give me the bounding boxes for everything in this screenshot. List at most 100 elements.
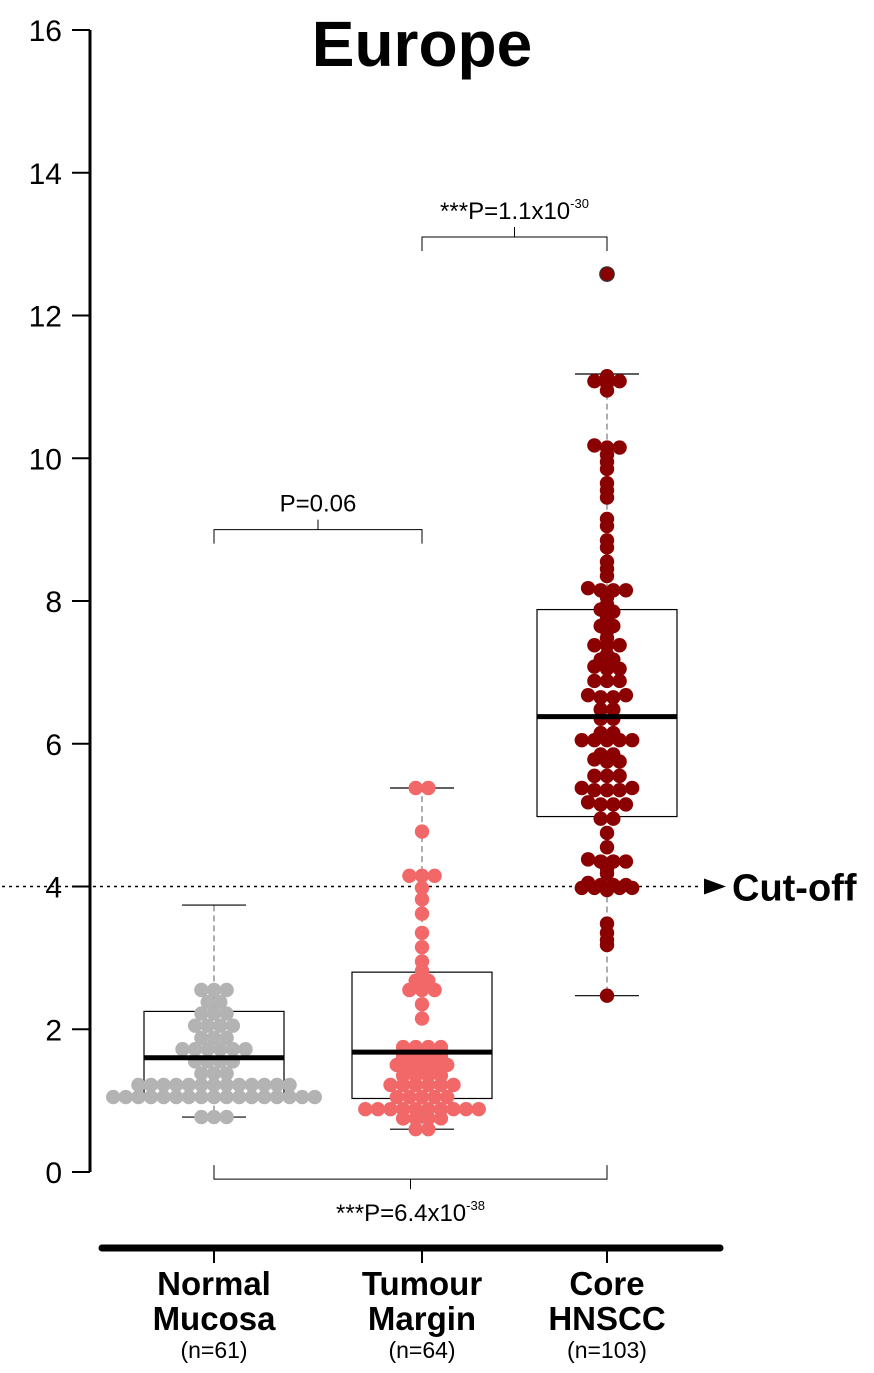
data-point	[618, 797, 634, 812]
data-point	[200, 994, 215, 1010]
data-points	[106, 266, 677, 1137]
data-point	[593, 702, 608, 717]
data-point	[599, 768, 615, 784]
data-point	[414, 824, 430, 839]
data-point	[606, 702, 621, 717]
data-point	[427, 868, 442, 883]
data-point	[593, 583, 608, 598]
data-point	[606, 583, 621, 598]
data-point	[414, 892, 430, 907]
data-point	[599, 476, 615, 491]
data-point	[471, 1101, 486, 1117]
data-point	[408, 1101, 423, 1117]
significance-bracket: ***P=6.4x10-38	[213, 1165, 608, 1227]
data-point	[194, 982, 209, 998]
data-point	[269, 1077, 285, 1093]
data-point	[118, 1089, 133, 1105]
data-point	[206, 1030, 222, 1046]
data-point	[213, 1042, 228, 1057]
data-point	[269, 1089, 285, 1105]
data-point	[358, 1101, 373, 1117]
data-point	[599, 673, 615, 689]
category-sample-size: (n=61)	[180, 1337, 247, 1363]
bracket-line	[213, 529, 423, 544]
p-value-label: P=0.06	[280, 491, 357, 518]
data-point	[106, 1089, 121, 1105]
data-point	[194, 1109, 209, 1125]
significance-bracket: P=0.06	[213, 491, 423, 544]
data-point	[421, 1068, 436, 1083]
bracket-line	[421, 236, 608, 251]
data-point	[618, 583, 634, 598]
data-point	[599, 840, 615, 855]
data-point	[440, 1089, 455, 1105]
data-point	[587, 438, 602, 453]
data-point	[580, 688, 596, 703]
data-point	[187, 1042, 203, 1057]
data-point	[574, 780, 589, 796]
data-point	[408, 1121, 423, 1137]
data-point	[606, 797, 621, 812]
data-point	[131, 1089, 146, 1105]
data-point	[414, 868, 430, 883]
data-point	[213, 1018, 228, 1033]
data-point	[238, 1042, 253, 1057]
data-point	[414, 939, 430, 955]
data-point	[599, 825, 615, 841]
p-value-label: ***P=6.4x10-38	[336, 1198, 485, 1227]
category-label-line2: Mucosa	[153, 1300, 277, 1337]
data-point	[599, 988, 615, 1003]
y-tick-label: 10	[29, 443, 62, 476]
data-point	[612, 673, 627, 689]
data-point	[206, 1006, 222, 1021]
data-point	[599, 266, 615, 282]
p-value-label: ***P=1.1x10-30	[440, 196, 589, 225]
data-point	[402, 1089, 417, 1105]
data-point	[421, 1101, 436, 1117]
data-point	[458, 1101, 474, 1117]
data-point	[427, 1089, 442, 1105]
data-point	[169, 1089, 184, 1105]
data-point	[206, 1089, 222, 1105]
data-point	[587, 768, 602, 784]
data-point	[599, 511, 615, 527]
data-point	[408, 1068, 423, 1083]
data-point	[580, 852, 596, 867]
data-point	[219, 1077, 234, 1093]
data-point	[219, 1006, 234, 1021]
data-point	[612, 638, 627, 653]
data-point	[612, 768, 627, 784]
data-point	[587, 673, 602, 689]
data-point	[194, 1066, 209, 1081]
data-point	[395, 1101, 411, 1117]
data-point	[446, 1101, 461, 1117]
data-point	[156, 1077, 171, 1093]
data-point	[257, 1077, 272, 1093]
data-point	[593, 877, 608, 893]
significance-brackets: P=0.06 ***P=1.1x10-30 ***P=6.4x10-38	[213, 196, 608, 1227]
data-point	[225, 1042, 241, 1057]
data-point	[593, 747, 608, 762]
data-point	[383, 1101, 398, 1117]
data-point	[606, 725, 621, 741]
data-point	[599, 440, 615, 455]
data-point	[200, 1042, 215, 1057]
data-point	[433, 1068, 449, 1083]
category-sample-size: (n=103)	[567, 1337, 647, 1363]
data-point	[587, 782, 602, 798]
p-value-text: ***P=1.1x10	[440, 198, 570, 225]
data-point	[612, 373, 627, 389]
data-point	[612, 440, 627, 455]
data-point	[194, 1089, 209, 1105]
data-point	[206, 1077, 222, 1093]
data-point	[414, 1011, 430, 1026]
p-value-exponent: -30	[570, 196, 589, 211]
data-point	[232, 1089, 247, 1105]
data-point	[618, 877, 634, 893]
y-tick-label: 0	[45, 1157, 62, 1190]
data-point	[599, 782, 615, 798]
data-point	[606, 811, 621, 826]
data-point	[414, 997, 430, 1012]
